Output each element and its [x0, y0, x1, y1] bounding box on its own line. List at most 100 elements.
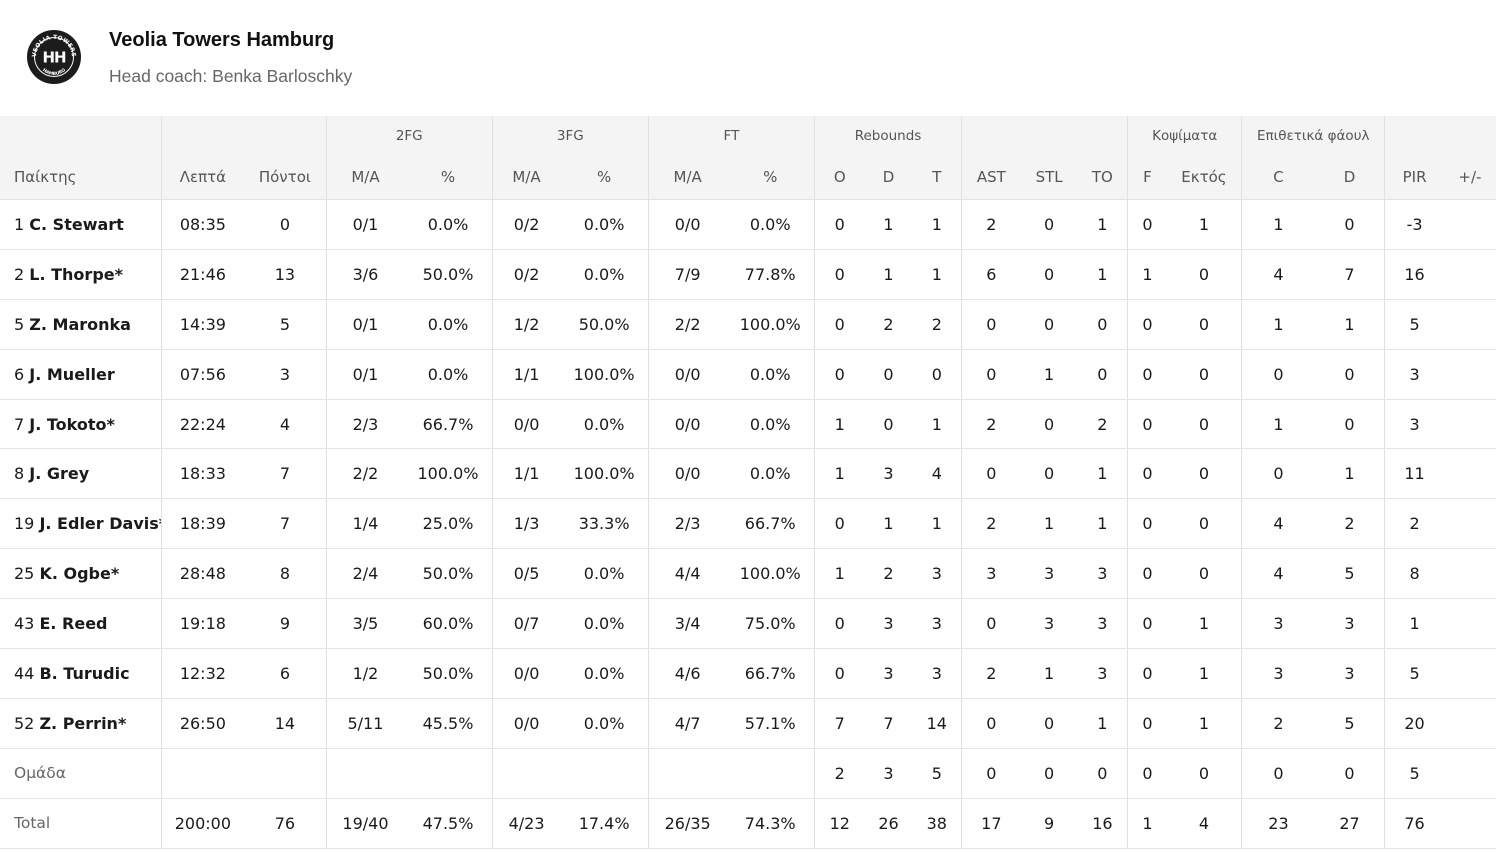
col-header-fouls-drawn[interactable]: D	[1314, 154, 1386, 200]
col-header-blocks-for[interactable]: F	[1143, 167, 1152, 186]
player-name[interactable]: K. Ogbe*	[39, 564, 120, 584]
cell-blocks-for: 0	[1142, 763, 1153, 783]
player-cell[interactable]: 43 E. Reed	[0, 598, 162, 649]
col-header-fouls-committed[interactable]: C	[1273, 167, 1284, 186]
cell-3fg-made-attempted	[492, 748, 560, 798]
player-name[interactable]: C. Stewart	[29, 214, 124, 234]
cell-3fg-made-attempted: 0/5	[513, 564, 540, 584]
player-row[interactable]: 43 E. Reed 19:18 9 3/5 60.0% 0/7 0.0% 3/4 75.0% 0…	[0, 598, 1496, 649]
player-name[interactable]: J. Grey	[29, 464, 90, 484]
cell-assists: 17	[981, 813, 1002, 833]
player-name[interactable]: L. Thorpe*	[29, 264, 123, 284]
cell-ft-made-attempted: 2/2	[674, 314, 701, 334]
cell-3fg-made-attempted: 1/2	[513, 314, 540, 334]
col-header-ft-made-attempted[interactable]: M/A	[673, 167, 702, 186]
cell-def-rebounds: 3	[883, 614, 894, 634]
player-name[interactable]: J. Tokoto*	[29, 414, 115, 434]
cell-2fg-made-attempted: 1/4	[352, 514, 379, 534]
player-cell[interactable]: 2 L. Thorpe*	[0, 249, 162, 300]
cell-2fg-made-attempted: 3/6	[352, 264, 379, 284]
player-cell[interactable]: 8 J. Grey	[0, 448, 162, 499]
player-row[interactable]: 19 J. Edler Davis* 18:39 7 1/4 25.0% 1/3 33.3%…	[0, 498, 1496, 549]
cell-off-rebounds: 12	[829, 813, 850, 833]
cell-off-rebounds: 0	[834, 214, 845, 234]
player-row[interactable]: 52 Z. Perrin* 26:50 14 5/11 45.5% 0/0 0.0% 4/7 5…	[0, 698, 1496, 749]
player-name[interactable]: J. Mueller	[29, 364, 115, 384]
col-header-off-rebounds[interactable]: O	[833, 167, 846, 186]
col-header-minutes[interactable]: Λεπτά	[179, 167, 227, 186]
group-header-blocks: Κοψίματα	[1127, 116, 1243, 154]
col-header-plus-minus[interactable]: +/-	[1458, 167, 1482, 186]
player-row[interactable]: 5 Z. Maronka 14:39 5 0/1 0.0% 1/2 50.0% 2/2 100.…	[0, 299, 1496, 350]
cell-pir: 2	[1409, 514, 1420, 534]
cell-blocks-for: 0	[1142, 614, 1153, 634]
cell-turnovers: 3	[1077, 548, 1129, 599]
player-cell[interactable]: 6 J. Mueller	[0, 349, 162, 400]
player-cell[interactable]: 44 B. Turudic	[0, 648, 162, 699]
cell-plus-minus	[1444, 399, 1496, 449]
cell-fouls-drawn: 0	[1314, 748, 1386, 799]
player-name[interactable]: J. Edler Davis*	[39, 514, 162, 534]
cell-3fg-pct: 50.0%	[560, 299, 649, 350]
col-header-3fg-pct[interactable]: %	[560, 154, 649, 200]
cell-ft-pct: 74.3%	[726, 798, 815, 849]
player-cell[interactable]: 52 Z. Perrin*	[0, 698, 162, 749]
cell-steals: 0	[1044, 464, 1055, 484]
cell-blocks-against: 0	[1166, 548, 1243, 599]
cell-2fg-pct: 50.0%	[404, 648, 493, 699]
cell-2fg-made-attempted: 2/4	[352, 564, 379, 584]
player-name[interactable]: Z. Perrin*	[39, 713, 127, 733]
player-name[interactable]: Z. Maronka	[29, 314, 131, 334]
col-header-steals[interactable]: STL	[1035, 167, 1063, 186]
col-header-assists[interactable]: AST	[976, 167, 1006, 186]
player-cell[interactable]: 5 Z. Maronka	[0, 299, 162, 350]
player-row[interactable]: 25 K. Ogbe* 28:48 8 2/4 50.0% 0/5 0.0% 4/4 100.0…	[0, 548, 1496, 599]
col-header-points[interactable]: Πόντοι	[244, 154, 327, 200]
player-name[interactable]: E. Reed	[39, 614, 108, 634]
col-header-blocks-against[interactable]: Εκτός	[1166, 154, 1243, 200]
col-header-pir[interactable]: PIR	[1402, 167, 1427, 186]
col-header-2fg-pct[interactable]: %	[404, 154, 493, 200]
player-row[interactable]: 2 L. Thorpe* 21:46 13 3/6 50.0% 0/2 0.0% 7/9 77.…	[0, 249, 1496, 300]
cell-2fg-made-attempted: 0/1	[352, 314, 379, 334]
player-cell[interactable]: 25 K. Ogbe*	[0, 548, 162, 599]
cell-total-rebounds: 1	[912, 199, 963, 250]
col-header-def-rebounds[interactable]: D	[882, 167, 895, 186]
player-number: 25	[14, 564, 35, 584]
player-row[interactable]: 8 J. Grey 18:33 7 2/2 100.0% 1/1 100.0% 0/0 0.0%…	[0, 448, 1496, 499]
cell-fouls-committed: 4	[1273, 264, 1284, 284]
cell-total-rebounds: 1	[912, 498, 963, 549]
player-name[interactable]: B. Turudic	[39, 663, 130, 683]
cell-def-rebounds: 3	[883, 464, 894, 484]
player-cell[interactable]: 1 C. Stewart	[0, 199, 162, 250]
cell-minutes: 14:39	[179, 314, 226, 334]
cell-3fg-pct: 0.0%	[560, 548, 649, 599]
player-cell[interactable]: 19 J. Edler Davis*	[0, 498, 162, 549]
cell-blocks-for: 1	[1142, 264, 1153, 284]
player-row[interactable]: 7 J. Tokoto* 22:24 4 2/3 66.7% 0/0 0.0% 0/0 0.0%…	[0, 399, 1496, 449]
col-header-turnovers[interactable]: TO	[1077, 154, 1129, 200]
player-row[interactable]: 44 B. Turudic 12:32 6 1/2 50.0% 0/0 0.0% 4/6 66.…	[0, 648, 1496, 699]
cell-2fg-pct: 66.7%	[404, 399, 493, 449]
group-header-empty	[1385, 116, 1496, 154]
player-cell[interactable]: 7 J. Tokoto*	[0, 399, 162, 449]
cell-off-rebounds: 0	[834, 264, 845, 284]
cell-def-rebounds: 3	[883, 663, 894, 683]
logo-monogram: HH	[42, 49, 66, 67]
cell-ft-pct: 66.7%	[726, 498, 815, 549]
cell-plus-minus	[1444, 249, 1496, 299]
player-row[interactable]: 1 C. Stewart 08:35 0 0/1 0.0% 0/2 0.0% 0/0 0.0% 0…	[0, 199, 1496, 250]
cell-pir: 11	[1404, 464, 1425, 484]
player-row[interactable]: 6 J. Mueller 07:56 3 0/1 0.0% 1/1 100.0% 0/0 0.0…	[0, 349, 1496, 400]
cell-steals: 1	[1044, 364, 1055, 384]
cell-points: 14	[244, 698, 327, 749]
col-header-total-rebounds[interactable]: T	[912, 154, 963, 200]
player-number: 2	[14, 264, 25, 284]
col-header-ft-pct[interactable]: %	[726, 154, 815, 200]
col-header-player[interactable]: Παίκτης	[0, 154, 162, 200]
team-row-label: Ομάδα	[0, 748, 162, 799]
col-header-3fg-made-attempted[interactable]: M/A	[512, 167, 541, 186]
cell-fouls-drawn: 0	[1314, 399, 1386, 449]
cell-ft-pct: 57.1%	[726, 698, 815, 749]
col-header-2fg-made-attempted[interactable]: M/A	[351, 167, 380, 186]
